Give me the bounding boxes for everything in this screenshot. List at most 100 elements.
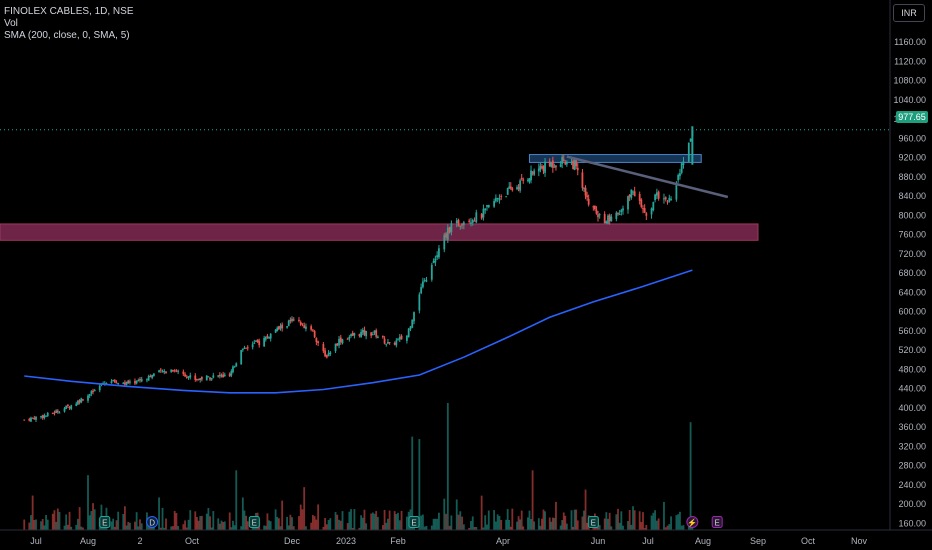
event-marker-earnings[interactable]: E bbox=[99, 516, 111, 528]
candle bbox=[383, 338, 386, 344]
y-tick-label: 1080.00 bbox=[893, 76, 926, 86]
candle bbox=[200, 376, 203, 380]
volume-bar bbox=[173, 510, 176, 530]
event-marker-dividend[interactable]: D bbox=[146, 516, 159, 528]
candle bbox=[152, 373, 155, 376]
event-marker-split[interactable]: ⚡ bbox=[686, 516, 699, 528]
volume-bar bbox=[539, 525, 542, 530]
candle bbox=[548, 161, 551, 167]
volume-bar bbox=[291, 517, 293, 530]
volume-bar bbox=[327, 520, 330, 530]
volume-bar bbox=[434, 518, 437, 530]
x-tick-label: Jul bbox=[30, 536, 42, 546]
candle bbox=[122, 382, 125, 384]
volume-bar bbox=[620, 511, 623, 530]
volume-bar bbox=[339, 520, 342, 530]
candle bbox=[322, 344, 325, 352]
volume-bar bbox=[329, 518, 332, 530]
candle bbox=[40, 416, 42, 418]
x-tick-label: Jul bbox=[642, 536, 654, 546]
volume-bar bbox=[422, 514, 424, 530]
y-tick-label: 720.00 bbox=[898, 249, 926, 259]
volume-bar bbox=[553, 517, 556, 530]
candle bbox=[338, 338, 340, 346]
volume-bar bbox=[80, 526, 83, 530]
y-tick-label: 960.00 bbox=[898, 133, 926, 143]
candle bbox=[137, 380, 140, 382]
candle bbox=[528, 178, 531, 182]
candle bbox=[258, 341, 261, 346]
sma-legend[interactable]: SMA (200, close, 0, SMA, 5) bbox=[4, 30, 130, 41]
volume-bar bbox=[584, 489, 587, 530]
candle bbox=[140, 379, 143, 382]
candle bbox=[480, 213, 483, 219]
volume-bar bbox=[682, 525, 685, 530]
volume-bar bbox=[607, 518, 609, 530]
volume-bar bbox=[511, 508, 514, 530]
candle bbox=[246, 347, 249, 349]
candle bbox=[620, 210, 623, 212]
volume-bar bbox=[436, 518, 439, 530]
volume-bar bbox=[541, 518, 543, 530]
event-marker-earnings[interactable]: E bbox=[587, 516, 599, 528]
volume-bar bbox=[400, 510, 403, 530]
candle bbox=[654, 194, 656, 201]
candle bbox=[376, 336, 379, 339]
candle bbox=[434, 258, 437, 263]
volume-bar bbox=[90, 511, 93, 530]
volume-bar bbox=[448, 525, 451, 530]
event-marker-upcoming-earnings[interactable]: E bbox=[711, 516, 723, 528]
candle bbox=[205, 375, 208, 381]
event-label: E bbox=[591, 519, 596, 528]
event-badge bbox=[711, 516, 723, 528]
candle bbox=[243, 347, 246, 349]
candle bbox=[679, 173, 681, 177]
overlays-layer bbox=[24, 155, 729, 394]
volume-bar bbox=[312, 515, 314, 530]
y-tick-label: 1120.00 bbox=[894, 56, 926, 66]
volume-bar bbox=[230, 527, 233, 530]
candle bbox=[645, 213, 648, 216]
volume-bar bbox=[194, 511, 197, 530]
resistance-zone bbox=[528, 154, 702, 163]
candle bbox=[53, 412, 56, 414]
candle bbox=[212, 375, 215, 378]
candle bbox=[264, 336, 267, 340]
volume-bar bbox=[40, 521, 42, 530]
symbol-title[interactable]: FINOLEX CABLES, 1D, NSE bbox=[4, 6, 134, 17]
candle bbox=[595, 209, 598, 214]
candle bbox=[77, 400, 79, 405]
volume-bar bbox=[561, 519, 564, 530]
volume-bar bbox=[572, 526, 574, 530]
candle bbox=[46, 412, 49, 416]
volume-bar bbox=[654, 510, 656, 530]
event-marker-earnings[interactable]: E bbox=[248, 516, 260, 528]
volume-bar bbox=[583, 510, 585, 530]
candle bbox=[298, 319, 300, 321]
candle bbox=[677, 175, 680, 181]
volume-bar bbox=[88, 515, 91, 530]
candle bbox=[487, 204, 490, 208]
volume-bar bbox=[642, 512, 644, 530]
volume-bar bbox=[182, 524, 185, 530]
volume-bar bbox=[438, 512, 440, 530]
candle bbox=[506, 188, 509, 195]
candle bbox=[350, 334, 352, 337]
volume-bar bbox=[158, 497, 160, 530]
candle bbox=[139, 379, 141, 381]
candle bbox=[210, 378, 213, 380]
volume-bar bbox=[645, 524, 648, 530]
volume-bar bbox=[519, 519, 522, 530]
y-tick-label: 1160.00 bbox=[894, 37, 926, 47]
candle bbox=[281, 324, 284, 329]
volume-bar bbox=[70, 526, 73, 530]
event-marker-earnings[interactable]: E bbox=[408, 516, 420, 528]
event-badge bbox=[99, 516, 111, 528]
zones-layer bbox=[0, 129, 890, 241]
volume-bar bbox=[45, 514, 47, 530]
volume-bar bbox=[324, 518, 326, 530]
currency-button[interactable]: INR bbox=[893, 4, 925, 22]
volume-legend[interactable]: Vol bbox=[4, 18, 18, 29]
